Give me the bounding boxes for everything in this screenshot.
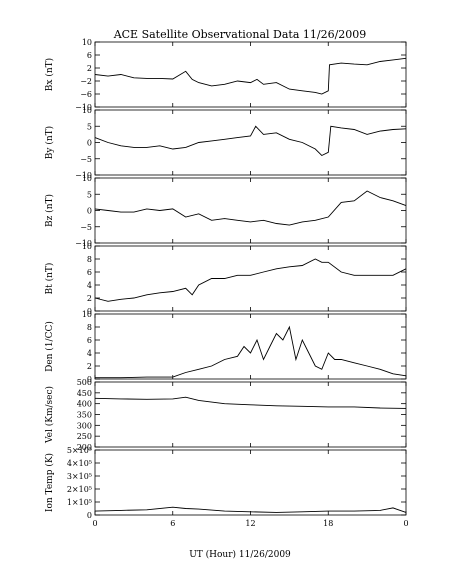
series-line-2-0 [94,190,407,226]
y-axis-label: Ion Temp (K) [44,453,55,512]
y-tick-label: 10 [82,38,92,47]
y-axis-label: By (nT) [44,126,55,159]
y-axis-label: Bx (nT) [44,58,55,91]
y-tick-label: 10 [82,242,92,251]
y-tick-label: 10 [82,106,92,115]
y-tick-label: 450 [77,389,92,398]
y-axis-label: Bt (nT) [44,263,55,295]
y-tick-label: −10 [75,239,92,248]
panel-2: 10 5 0 −5 −10 Bz (nT) [44,174,407,248]
y-tick-label: 4 [87,281,92,290]
y-tick-label: 4×10⁵ [67,459,92,468]
y-tick-label: 500 [77,378,92,387]
y-tick-label: −10 [75,171,92,180]
y-tick-label: 3×10⁵ [67,472,92,481]
panel-6: 5×10⁵ 4×10⁵ 3×10⁵ 2×10⁵ 1×10⁵ 0 Ion Temp (K) [44,446,407,520]
y-tick-label: 8 [87,255,92,264]
y-tick-label: 2 [87,362,92,371]
panel-frame [94,245,407,312]
y-tick-label: 2 [87,64,92,73]
panel-frame [94,449,407,516]
y-tick-label: 5×10⁵ [67,446,92,455]
series-line-1-0 [94,125,407,157]
panel-frame [94,41,407,108]
y-tick-label: 6 [87,51,92,60]
y-tick-label: 400 [77,400,92,409]
y-tick-label: 2×10⁵ [67,485,92,494]
y-tick-label: 300 [77,421,92,430]
x-tick-label: 0 [92,519,97,528]
y-tick-label: −5 [80,223,92,232]
panel-frame [94,381,407,448]
y-tick-label: 0 [87,139,92,148]
y-tick-label: −2 [80,77,92,86]
y-tick-label: 10 [82,174,92,183]
y-tick-label: −10 [75,103,92,112]
y-tick-label: 0 [87,207,92,216]
y-tick-label: 350 [77,411,92,420]
y-tick-label: 6 [87,268,92,277]
chart-title: ACE Satellite Observational Data 11/26/2… [113,28,367,41]
y-tick-label: 5 [87,122,92,131]
panel-3: 10 8 6 4 2 0 Bt (nT) [44,242,407,316]
panel-4: 10 8 6 4 2 0 Den (1/CC) [44,310,407,384]
y-tick-label: 8 [87,323,92,332]
x-tick-label: 18 [323,519,333,528]
x-axis-ticks: 0 6 12 18 0 [92,519,408,528]
y-axis-label: Bz (nT) [44,194,55,227]
panel-frame [94,313,407,380]
y-tick-label: 1×10⁵ [67,498,92,507]
y-tick-label: 0 [87,511,92,520]
y-tick-label: 0 [87,375,92,384]
x-tick-label: 6 [170,519,175,528]
y-axis-label: Vel (Km/sec) [44,386,55,444]
y-tick-label: −5 [80,155,92,164]
series-line-4-0 [95,325,407,379]
series-line-6-0 [94,506,407,513]
y-tick-label: 10 [82,310,92,319]
x-tick-label: 0 [403,519,408,528]
y-tick-label: 6 [87,336,92,345]
series-line-5-0 [94,396,407,409]
y-tick-label: −6 [80,90,92,99]
panel-1: 10 5 0 −5 −10 By (nT) [44,106,407,180]
panel-0: 10 6 2 −2 −6 −10 Bx (nT) [44,38,407,112]
x-axis-label: UT (Hour) 11/26/2009 [189,549,291,560]
series-line-0-0 [94,57,407,95]
y-tick-label: 4 [87,349,92,358]
y-tick-label: 250 [77,432,92,441]
y-axis-label: Den (1/CC) [44,321,55,372]
panel-frame [94,109,407,176]
y-tick-label: 5 [87,190,92,199]
y-tick-label: 0 [87,307,92,316]
panels-group: 10 6 2 −2 −6 −10 Bx (nT) 10 5 0 −5 −10 By (nT) 10 5 0 −5… [44,38,407,520]
y-tick-label: 2 [87,294,92,303]
x-tick-label: 12 [245,519,255,528]
series-line-3-0 [94,258,407,302]
y-tick-label: 200 [77,443,92,452]
